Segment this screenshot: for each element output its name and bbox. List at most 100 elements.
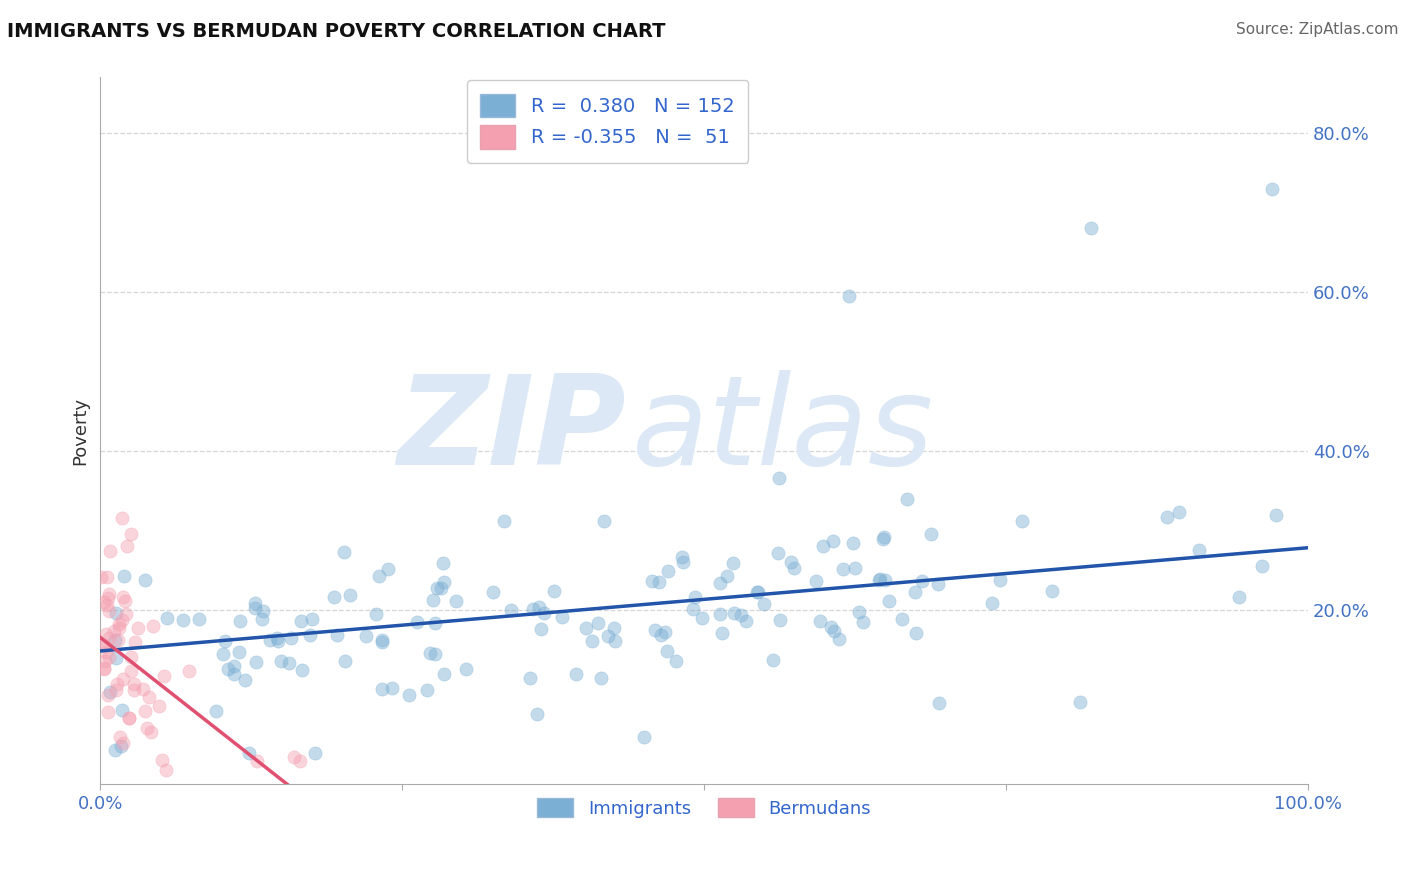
Point bbox=[333, 545, 356, 559]
Point bbox=[838, 289, 860, 303]
Point bbox=[148, 698, 170, 713]
Point bbox=[222, 659, 245, 673]
Point bbox=[339, 588, 361, 602]
Point bbox=[298, 628, 321, 642]
Point bbox=[304, 746, 326, 760]
Point bbox=[141, 724, 163, 739]
Point bbox=[96, 627, 118, 641]
Point bbox=[783, 561, 806, 575]
Point bbox=[747, 584, 769, 599]
Point bbox=[766, 545, 789, 559]
Point bbox=[423, 647, 446, 661]
Point bbox=[828, 632, 851, 647]
Point bbox=[432, 556, 454, 570]
Point bbox=[98, 631, 121, 645]
Point bbox=[138, 690, 160, 704]
Point bbox=[852, 615, 875, 629]
Point bbox=[988, 573, 1011, 587]
Point bbox=[877, 594, 900, 608]
Point bbox=[592, 514, 614, 528]
Point bbox=[122, 677, 145, 691]
Point bbox=[1040, 584, 1063, 599]
Point bbox=[711, 626, 734, 640]
Point bbox=[672, 555, 695, 569]
Point bbox=[747, 584, 769, 599]
Point bbox=[768, 471, 790, 485]
Point bbox=[326, 628, 349, 642]
Point bbox=[422, 592, 444, 607]
Point bbox=[927, 577, 949, 591]
Point bbox=[873, 573, 896, 587]
Point bbox=[114, 593, 136, 607]
Point bbox=[93, 662, 115, 676]
Text: atlas: atlas bbox=[631, 370, 934, 491]
Text: IMMIGRANTS VS BERMUDAN POVERTY CORRELATION CHART: IMMIGRANTS VS BERMUDAN POVERTY CORRELATI… bbox=[7, 22, 665, 41]
Point bbox=[97, 688, 120, 702]
Point bbox=[246, 754, 269, 768]
Point bbox=[444, 594, 467, 608]
Point bbox=[291, 663, 314, 677]
Point bbox=[104, 606, 127, 620]
Point bbox=[665, 654, 688, 668]
Point bbox=[335, 654, 357, 668]
Point bbox=[111, 511, 134, 525]
Point bbox=[93, 661, 115, 675]
Point bbox=[112, 672, 135, 686]
Point bbox=[127, 621, 149, 635]
Point bbox=[671, 550, 693, 565]
Point bbox=[107, 676, 129, 690]
Point bbox=[911, 574, 934, 589]
Point bbox=[848, 606, 870, 620]
Point bbox=[769, 613, 792, 627]
Point bbox=[869, 572, 891, 586]
Point bbox=[904, 584, 927, 599]
Point bbox=[370, 635, 392, 649]
Point bbox=[873, 530, 896, 544]
Y-axis label: Poverty: Poverty bbox=[72, 397, 89, 465]
Point bbox=[575, 621, 598, 635]
Point bbox=[118, 711, 141, 725]
Point bbox=[212, 647, 235, 661]
Point bbox=[430, 581, 453, 595]
Point bbox=[104, 632, 127, 647]
Point bbox=[904, 625, 927, 640]
Point bbox=[135, 721, 157, 735]
Point bbox=[96, 598, 118, 612]
Point bbox=[1168, 505, 1191, 519]
Point bbox=[589, 672, 612, 686]
Point bbox=[229, 615, 252, 629]
Point bbox=[980, 596, 1002, 610]
Point bbox=[120, 665, 142, 679]
Point bbox=[454, 662, 477, 676]
Point bbox=[124, 683, 146, 698]
Point bbox=[233, 673, 256, 687]
Point bbox=[98, 603, 121, 617]
Point bbox=[654, 624, 676, 639]
Point bbox=[501, 603, 523, 617]
Point bbox=[527, 599, 550, 614]
Point bbox=[94, 654, 117, 668]
Point bbox=[1080, 221, 1102, 235]
Point bbox=[1011, 514, 1033, 528]
Point bbox=[530, 622, 553, 636]
Point bbox=[323, 590, 346, 604]
Point bbox=[419, 646, 441, 660]
Point bbox=[811, 539, 834, 553]
Point bbox=[259, 633, 281, 648]
Point bbox=[105, 651, 128, 665]
Point bbox=[111, 736, 134, 750]
Point bbox=[433, 666, 456, 681]
Point bbox=[602, 621, 624, 635]
Legend: Immigrants, Bermudans: Immigrants, Bermudans bbox=[530, 791, 879, 825]
Point bbox=[214, 634, 236, 648]
Point bbox=[734, 614, 756, 628]
Point bbox=[1069, 695, 1091, 709]
Point bbox=[150, 753, 173, 767]
Point bbox=[723, 557, 745, 571]
Point bbox=[118, 711, 141, 725]
Point bbox=[492, 514, 515, 528]
Point bbox=[93, 595, 115, 609]
Point bbox=[252, 612, 274, 626]
Point bbox=[222, 666, 245, 681]
Point bbox=[205, 704, 228, 718]
